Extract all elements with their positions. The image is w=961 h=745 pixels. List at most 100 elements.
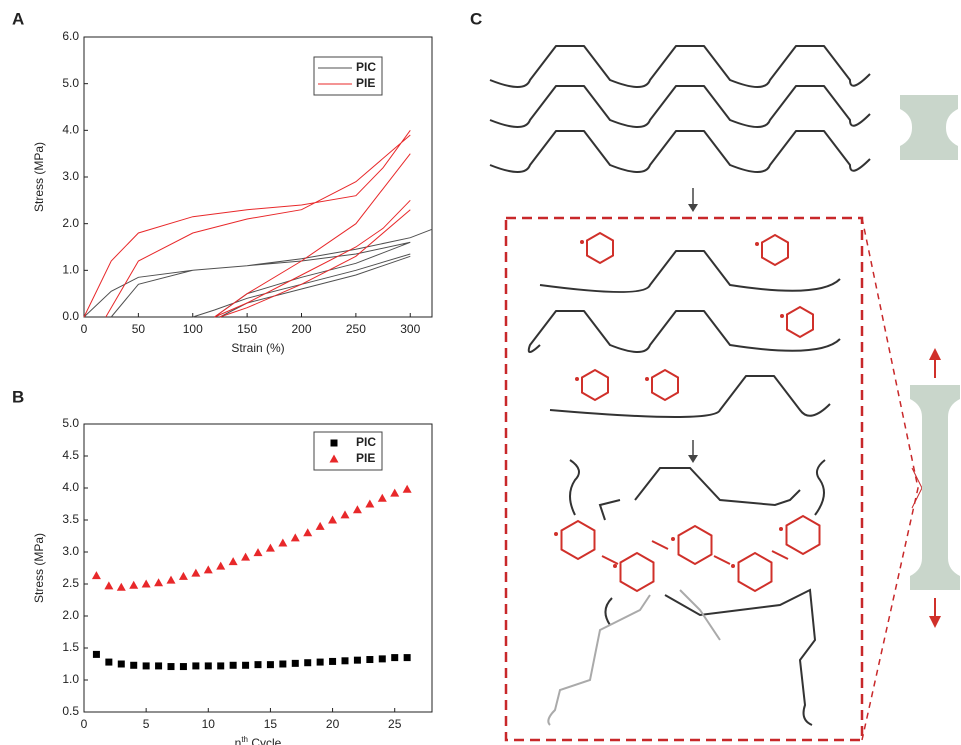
diagram-shape <box>489 85 871 128</box>
data-point <box>178 571 188 580</box>
diagram-shape <box>761 233 789 267</box>
data-point <box>328 515 338 524</box>
diagram-shape <box>713 555 731 565</box>
x-axis-label-part: th <box>241 735 248 744</box>
diagram-shape <box>569 459 826 516</box>
data-point <box>353 656 361 664</box>
data-point <box>315 521 325 530</box>
diagram-shape <box>489 45 871 88</box>
legend-label: PIE <box>356 451 375 465</box>
y-tick-label: 6.0 <box>62 29 79 43</box>
diagram-shape <box>688 204 698 212</box>
data-point <box>91 571 101 580</box>
data-point <box>253 548 263 557</box>
diagram-shape <box>861 217 919 741</box>
diagram-shape <box>779 527 783 531</box>
diagram-shape <box>929 616 941 628</box>
y-tick-label: 2.5 <box>62 576 79 590</box>
data-point <box>329 657 337 665</box>
data-point <box>167 663 175 671</box>
data-point <box>403 654 411 662</box>
data-point <box>291 659 299 667</box>
data-point <box>316 658 324 666</box>
x-tick-label: 15 <box>264 717 278 731</box>
data-point <box>377 493 387 502</box>
diagram-shape <box>645 377 649 381</box>
y-tick-label: 0.0 <box>62 309 79 323</box>
data-point <box>402 484 412 493</box>
panel-label: A <box>12 9 24 28</box>
diagram-shape <box>547 589 721 726</box>
diagram-shape <box>586 231 614 265</box>
diagram-shape <box>929 348 941 360</box>
diagram-shape <box>619 551 655 593</box>
data-point <box>141 579 151 588</box>
data-point <box>216 561 226 570</box>
diagram-shape <box>651 540 669 550</box>
data-point <box>341 657 349 665</box>
y-tick-label: 5.0 <box>62 76 79 90</box>
data-point <box>154 578 164 587</box>
data-point <box>142 662 150 670</box>
legend-label: PIC <box>356 60 376 74</box>
diagram-shape <box>671 537 675 541</box>
x-tick-label: 25 <box>388 717 402 731</box>
data-point <box>191 568 201 577</box>
diagram-shape <box>604 588 817 726</box>
data-point <box>266 661 274 669</box>
x-tick-label: 0 <box>81 322 88 336</box>
x-tick-label: 20 <box>326 717 340 731</box>
data-point <box>130 661 138 669</box>
data-point <box>304 659 312 667</box>
data-point <box>279 660 287 668</box>
diagram-shape <box>581 368 609 402</box>
legend-box <box>313 56 383 96</box>
diagram-shape <box>900 95 958 160</box>
data-line <box>83 228 433 318</box>
x-tick-label: 200 <box>291 322 311 336</box>
diagram-shape <box>731 564 735 568</box>
data-point <box>105 658 113 666</box>
data-point <box>278 538 288 547</box>
x-tick-label: 10 <box>202 717 216 731</box>
data-point <box>352 505 362 514</box>
data-point <box>340 510 350 519</box>
x-tick-label: 0 <box>81 717 88 731</box>
x-tick-label: 300 <box>400 322 420 336</box>
data-point <box>390 488 400 497</box>
diagram-shape <box>489 130 871 173</box>
y-tick-label: 3.0 <box>62 544 79 558</box>
data-point <box>303 528 313 537</box>
diagram-shape <box>771 550 789 560</box>
x-tick-label: 250 <box>346 322 366 336</box>
y-tick-label: 3.5 <box>62 512 79 526</box>
y-tick-label: 0.5 <box>62 704 79 718</box>
data-point <box>129 580 139 589</box>
data-point <box>228 557 238 566</box>
diagram-shape <box>786 305 814 339</box>
legend-swatch <box>329 454 339 463</box>
y-tick-label: 4.0 <box>62 480 79 494</box>
data-point <box>366 656 374 664</box>
data-point <box>391 654 399 662</box>
diagram-shape <box>560 519 596 561</box>
diagram-shape <box>613 564 617 568</box>
legend-swatch <box>330 439 338 447</box>
diagram-shape <box>737 551 773 593</box>
panel-label: C <box>470 9 482 28</box>
y-tick-label: 5.0 <box>62 416 79 430</box>
data-point <box>203 565 213 574</box>
diagram-shape <box>911 467 923 509</box>
data-point <box>204 662 212 670</box>
x-tick-label: 50 <box>132 322 146 336</box>
diagram-shape <box>575 377 579 381</box>
diagram-shape <box>598 467 801 521</box>
data-point <box>155 662 163 670</box>
data-point <box>192 662 200 670</box>
x-tick-label: 150 <box>237 322 257 336</box>
diagram-shape <box>785 514 821 556</box>
data-point <box>365 499 375 508</box>
x-tick-label: 100 <box>183 322 203 336</box>
diagram-shape <box>601 555 619 565</box>
